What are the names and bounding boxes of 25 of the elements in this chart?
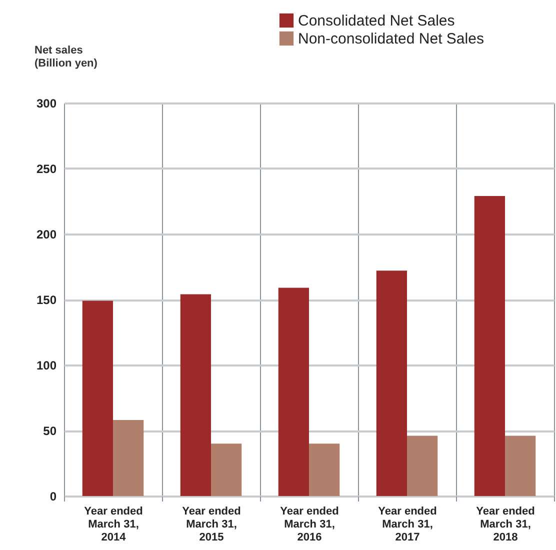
legend-label: Non-consolidated Net Sales [298, 30, 484, 48]
y-tick-label: 200 [36, 228, 57, 242]
bar [180, 294, 211, 496]
legend-label: Consolidated Net Sales [298, 12, 455, 30]
bar [211, 444, 242, 496]
bar [82, 300, 113, 496]
bar [407, 436, 438, 496]
y-tick-label: 0 [50, 490, 57, 504]
bar [309, 444, 340, 496]
bar [278, 288, 309, 496]
bar [376, 270, 407, 496]
x-tick-label: Year ended March 31, 2015 [182, 506, 241, 544]
y-tick-label: 300 [36, 96, 57, 110]
y-tick-label: 150 [36, 293, 57, 307]
y-axis-title: Net sales (Billion yen) [34, 44, 98, 70]
bar [474, 196, 505, 496]
bar [505, 436, 536, 496]
bar [113, 420, 144, 496]
x-tick-label: Year ended March 31, 2016 [280, 506, 339, 544]
y-tick-label: 100 [36, 358, 57, 372]
x-tick-label: Year ended March 31, 2014 [84, 506, 143, 544]
y-tick-label: 250 [36, 162, 57, 176]
y-tick-label: 50 [43, 424, 57, 438]
x-tick-label: Year ended March 31, 2017 [378, 506, 437, 544]
x-tick-label: Year ended March 31, 2018 [476, 506, 535, 544]
